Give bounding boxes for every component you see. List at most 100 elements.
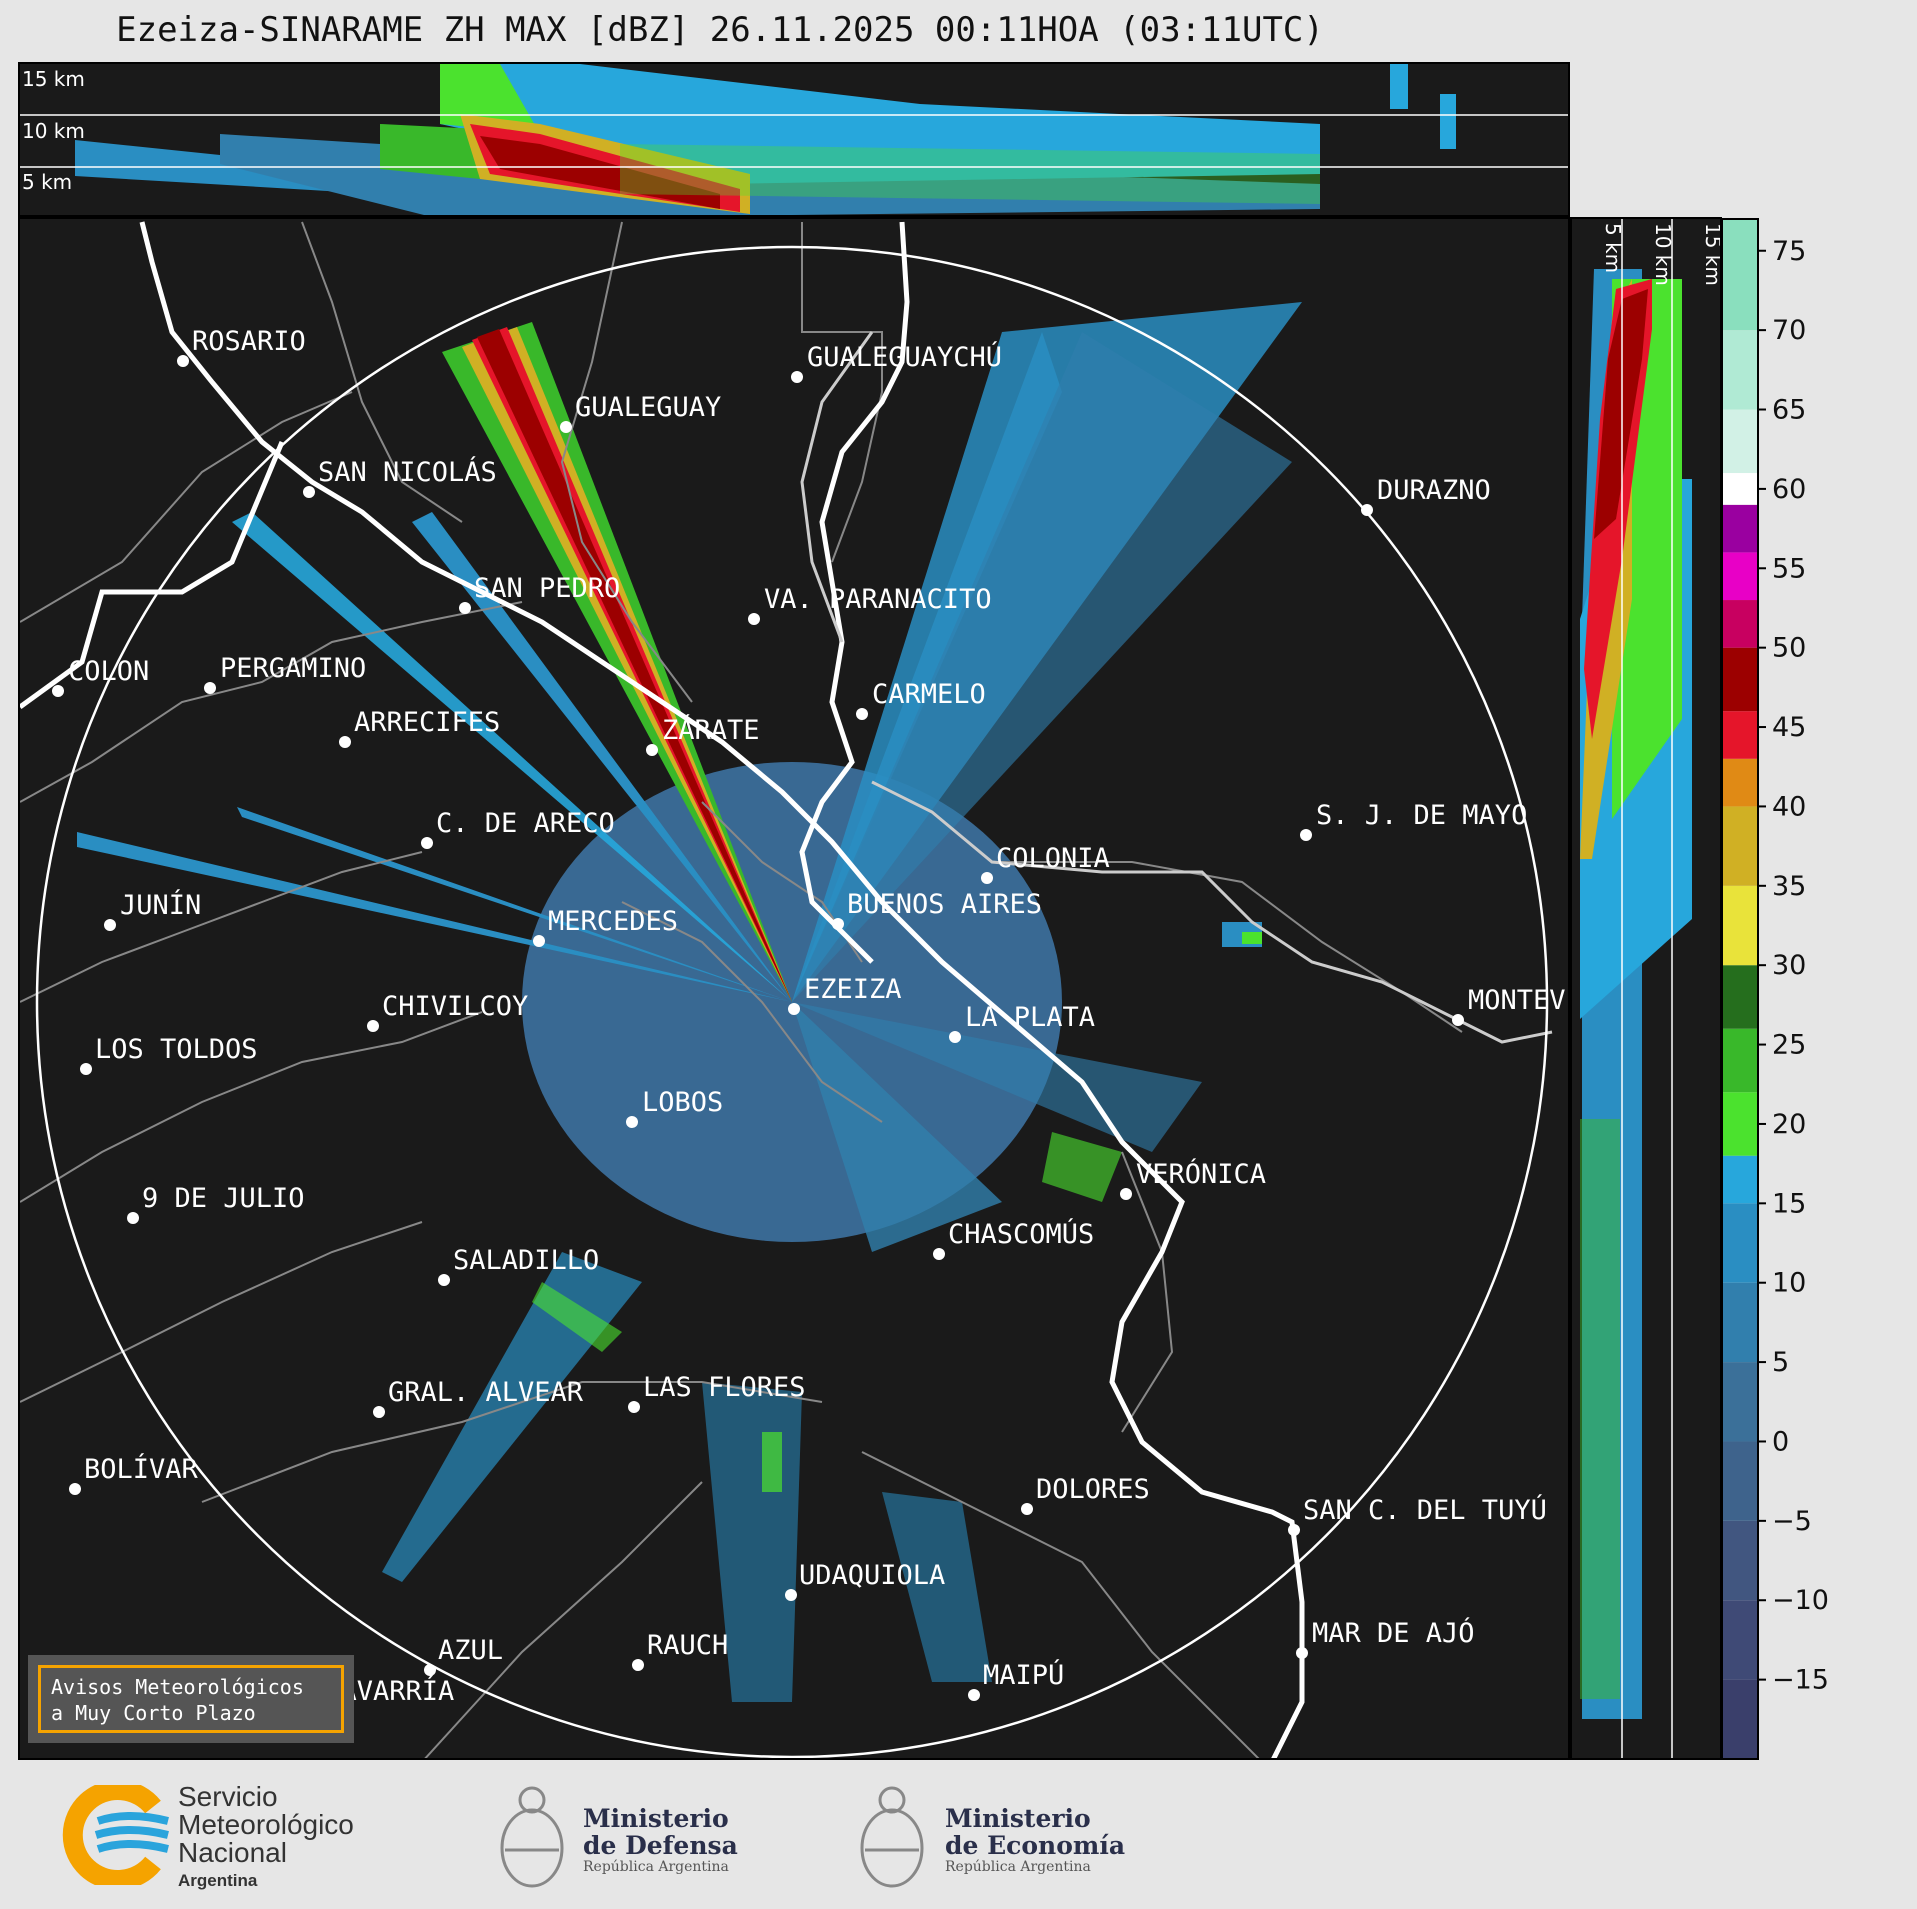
colorbar-tick-label: 15: [1772, 1188, 1806, 1219]
city-dot: [438, 1274, 450, 1286]
colorbar-band: [1722, 965, 1758, 1029]
city-label: VERÓNICA: [1136, 1158, 1266, 1190]
city-label: CARMELO: [872, 679, 986, 710]
side-height-label: 15 km: [1701, 223, 1722, 286]
city-dot: [459, 602, 471, 614]
top-echo-cell: [1390, 64, 1408, 109]
city-label: MONTEVIDEO: [1468, 985, 1570, 1016]
colorbar-tick-label: 25: [1772, 1030, 1806, 1061]
colorbar-band: [1722, 1203, 1758, 1283]
city-dot: [421, 837, 433, 849]
city-dot: [646, 744, 658, 756]
top-echo-cell: [1440, 94, 1456, 149]
city-label: SAN PEDRO: [474, 573, 620, 604]
colorbar-band: [1722, 885, 1758, 966]
top-profile-svg: 15 km 10 km 5 km: [20, 64, 1568, 215]
uruguay-coast: [800, 331, 1553, 1044]
avisos-badge[interactable]: Avisos Meteorológicos a Muy Corto Plazo: [28, 1655, 354, 1743]
city-dot: [560, 421, 572, 433]
colorbar-band: [1722, 1679, 1758, 1759]
city-label: ARRECIFES: [354, 707, 500, 738]
side-height-label: 10 km: [1651, 223, 1675, 286]
city-dot: [424, 1664, 436, 1676]
city-dot: [1361, 504, 1373, 516]
colorbar-band: [1722, 1155, 1758, 1204]
side-height-label: 5 km: [1601, 223, 1625, 273]
city-dot: [949, 1031, 961, 1043]
city-dot: [748, 613, 760, 625]
colorbar-bands: [1722, 219, 1758, 1759]
top-echo-layer: [380, 124, 480, 179]
city-dot: [1452, 1014, 1464, 1026]
city-label: BOLÍVAR: [84, 1453, 199, 1485]
colorbar-band: [1722, 1441, 1758, 1521]
city-dot: [981, 872, 993, 884]
colorbar-tick-label: 5: [1772, 1347, 1789, 1378]
city-label: ROSARIO: [192, 326, 306, 357]
city-label: MAIPÚ: [983, 1659, 1064, 1691]
city-label: AZUL: [438, 1635, 503, 1666]
smn-logo-icon: [62, 1785, 169, 1885]
city-label: MERCEDES: [548, 906, 678, 937]
city-label: PERGAMINO: [220, 653, 366, 684]
city-dot: [80, 1063, 92, 1075]
colorbar-tick-label: −10: [1772, 1585, 1829, 1616]
colorbar-tick-label: −15: [1772, 1665, 1829, 1696]
top-echo-layer: [620, 144, 1320, 204]
city-dot: [52, 685, 64, 697]
side-profile-svg: 5 km 10 km 15 km: [1580, 219, 1722, 1758]
city-dot: [533, 935, 545, 947]
smn-logo-text: Servicio Meteorológico Nacional Argentin…: [178, 1781, 354, 1891]
city-label: RAUCH: [647, 1630, 728, 1661]
city-dot: [373, 1406, 385, 1418]
city-dot: [1288, 1524, 1300, 1536]
colorbar-band: [1722, 473, 1758, 505]
city-label: GRAL. ALVEAR: [388, 1377, 584, 1408]
city-dot: [127, 1212, 139, 1224]
city-dot: [626, 1116, 638, 1128]
city-dot: [339, 736, 351, 748]
radar-map-svg: ROSARIO GUALEGUAYCHÚ GUALEGUAY SAN NICOL…: [20, 221, 1570, 1758]
page-title: Ezeiza-SINARAME ZH MAX [dBZ] 26.11.2025 …: [116, 10, 1324, 50]
city-label: DOLORES: [1036, 1474, 1150, 1505]
colorbar-tick-label: 55: [1772, 553, 1806, 584]
city-label: BUENOS AIRES: [847, 889, 1042, 920]
city-dot: [204, 682, 216, 694]
radar-echoes: [77, 302, 1302, 1702]
city-label: C. DE ARECO: [436, 808, 615, 839]
colorbar-tick-label: 10: [1772, 1268, 1806, 1299]
colorbar-tick-label: 60: [1772, 474, 1806, 505]
colorbar-band: [1722, 806, 1758, 886]
colorbar-tick-label: 45: [1772, 712, 1806, 743]
city-label: GUALEGUAY: [575, 392, 721, 423]
city-dot: [628, 1401, 640, 1413]
city-label: EZEIZA: [804, 974, 902, 1005]
top-echo-layer: [480, 136, 720, 209]
city-label: SAN C. DEL TUYÚ: [1303, 1494, 1547, 1526]
city-label: MAR DE AJÓ: [1312, 1617, 1475, 1649]
city-dot: [791, 371, 803, 383]
city-dot: [1300, 829, 1312, 841]
colorbar-tick-label: 0: [1772, 1426, 1789, 1457]
colorbar-band: [1722, 1600, 1758, 1680]
colorbar-frame: [1721, 218, 1759, 1760]
avisos-line1: Avisos Meteorológicos: [51, 1675, 304, 1699]
city-label: DURAZNO: [1377, 475, 1491, 506]
colorbar-band: [1722, 504, 1758, 553]
city-label: SALADILLO: [453, 1245, 599, 1276]
city-label: CHASCOMÚS: [948, 1218, 1094, 1250]
colorbar-tick-label: 35: [1772, 871, 1806, 902]
defensa-logo-text: Ministerio de Defensa República Argentin…: [583, 1804, 738, 1875]
side-echo-layer: [1594, 289, 1648, 539]
colorbar-tick-label: 30: [1772, 950, 1806, 981]
colorbar-tick-label: −5: [1772, 1506, 1812, 1537]
colorbar-tick-label: 50: [1772, 633, 1806, 664]
defensa-seal-icon: [500, 1786, 564, 1888]
city-dot: [788, 1003, 800, 1015]
city-dot: [104, 919, 116, 931]
colorbar-band: [1722, 1092, 1758, 1156]
city-dot: [1296, 1647, 1308, 1659]
economia-logo-text: Ministerio de Economía República Argenti…: [945, 1804, 1126, 1875]
city-label: S. J. DE MAYO: [1316, 800, 1527, 831]
radar-map[interactable]: ROSARIO GUALEGUAYCHÚ GUALEGUAY SAN NICOL…: [18, 217, 1570, 1760]
